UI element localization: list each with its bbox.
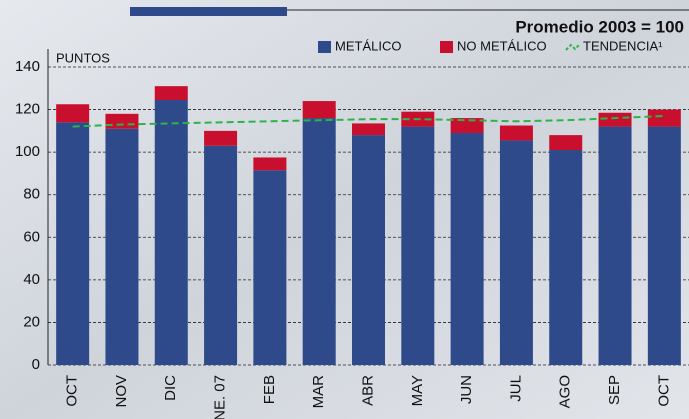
bar-segment [549,150,583,365]
bar-segment [499,140,533,365]
bar-segment [105,128,139,365]
bar-segment [105,113,139,129]
legend-label: METÁLICO [335,38,401,53]
y-axis-label: PUNTOS [56,50,110,65]
bar-segment [647,126,681,365]
bar-segment [450,118,484,133]
x-tick-label: MAR [310,375,327,409]
y-tick-label: 120 [15,101,40,118]
bar-segment [302,118,336,365]
bar-segment [302,101,336,119]
bar-segment [450,132,484,365]
legend-label: NO METÁLICO [457,38,547,53]
bar-segment [352,123,385,136]
x-tick-label: DIC [162,375,179,401]
bar-segment [598,112,632,127]
bar-segment [499,125,533,141]
bar-segment [154,99,188,365]
bar-segment [598,126,632,365]
x-tick-label: ABR [359,375,376,406]
bar-segment [352,135,385,365]
y-tick-label: 0 [32,356,40,373]
bar-segment [204,145,238,365]
chart-title: Promedio 2003 = 100 [515,17,684,36]
x-tick-label: JUL [507,375,524,402]
y-tick-label: 20 [23,313,40,330]
x-tick-label: FEB [261,375,278,404]
bar-segment [549,135,583,151]
decor-bar [130,7,287,16]
bar-segment [204,130,238,146]
legend-label: TENDENCIA¹ [583,38,663,53]
x-tick-label: OCT [655,375,672,407]
bar-segment [253,170,287,365]
x-tick-label: AGO [557,375,574,408]
bar-segment [56,104,90,123]
x-tick-label: NOV [113,375,130,408]
bar-segment [253,157,287,171]
y-tick-label: 40 [23,271,40,288]
y-tick-label: 140 [15,58,40,75]
legend-swatch [440,41,453,53]
x-tick-label: MAY [409,375,426,406]
x-tick-label: JUN [458,375,475,404]
x-tick-label: SEP [606,375,623,405]
x-tick-label: OCT [64,375,81,407]
bar-segment [647,109,681,127]
x-tick-label: ENE. 07 [212,375,229,419]
y-tick-label: 100 [15,143,40,160]
y-tick-label: 60 [23,228,40,245]
bar-segment [56,122,90,365]
legend-swatch [565,43,581,51]
y-tick-label: 80 [23,186,40,203]
bar-segment [154,86,188,100]
legend-swatch [318,41,331,53]
bar-segment [401,126,435,365]
